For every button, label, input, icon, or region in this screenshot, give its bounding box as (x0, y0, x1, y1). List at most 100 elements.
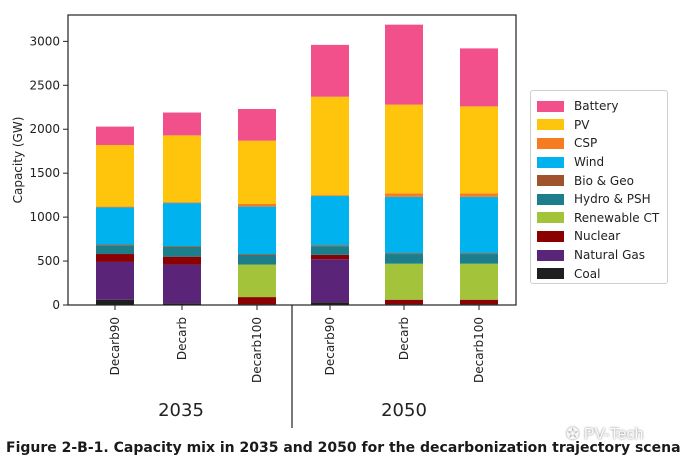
bar-segment-pv (460, 106, 498, 194)
x-tick-label: Decarb90 (108, 317, 122, 375)
bar-segment-coal (311, 302, 349, 305)
bar-segment-csp (238, 203, 276, 207)
y-axis-label: Capacity (GW) (11, 117, 25, 204)
bar-segment-battery (311, 44, 349, 97)
legend-label: Hydro & PSH (574, 192, 651, 207)
bar-segment-nuclear (238, 297, 276, 305)
bar-segment-battery (460, 48, 498, 107)
bar-segment-bio-geo (311, 245, 349, 247)
plot-frame (67, 14, 517, 306)
legend-item: Hydro & PSH (531, 190, 667, 209)
bar-segment-nuclear (460, 299, 498, 305)
x-tick-label: Decarb (175, 317, 189, 360)
x-tick-label: Decarb100 (250, 317, 264, 383)
legend-label: Wind (574, 155, 605, 170)
bar-segment-battery (96, 126, 134, 146)
legend-item: Bio & Geo (531, 171, 667, 190)
legend-swatch (537, 137, 564, 149)
wechat-icon: ✪ (566, 426, 580, 443)
bar-segment-pv (96, 145, 134, 207)
bar-segment-bio-geo (460, 253, 498, 255)
x-tick-label: Decarb100 (472, 317, 486, 383)
y-tick-label: 1500 (29, 166, 60, 180)
bar-segment-battery (163, 112, 201, 136)
legend-label: Battery (574, 99, 619, 114)
legend-item: Natural Gas (531, 246, 667, 265)
legend-label: Coal (574, 266, 601, 281)
bar-segment-csp (460, 193, 498, 197)
bar-segment-hydro-psh (238, 254, 276, 265)
bar-segment-hydro-psh (311, 246, 349, 255)
legend-swatch (537, 249, 564, 261)
bar-segment-wind (163, 203, 201, 247)
group-label: 2050 (381, 400, 427, 421)
legend-swatch (537, 268, 564, 280)
bar-segment-renewable-ct (385, 263, 423, 300)
legend-item: CSP (531, 134, 667, 153)
legend-label: Renewable CT (574, 210, 660, 225)
y-tick-label: 1000 (29, 210, 60, 224)
bar-segment-natural-gas (311, 259, 349, 303)
bar-segment-natural-gas (163, 264, 201, 304)
bar-segment-natural-gas (96, 261, 134, 300)
bar-segment-bio-geo (238, 254, 276, 255)
bar-segment-wind (311, 196, 349, 246)
bar-segment-wind (238, 206, 276, 255)
watermark-text: PV-Tech (583, 426, 644, 443)
bar-segment-battery (385, 24, 423, 105)
bar-segment-coal (163, 303, 201, 305)
legend-item: Wind (531, 153, 667, 172)
bar-segment-pv (311, 96, 349, 196)
bar-segment-bio-geo (163, 246, 201, 247)
y-tick-label: 2500 (29, 78, 60, 92)
bar-segment-battery (238, 109, 276, 141)
bar-segment-pv (163, 135, 201, 203)
legend-item: Nuclear (531, 227, 667, 246)
legend-label: Bio & Geo (574, 173, 634, 188)
y-tick-label: 0 (52, 298, 60, 312)
bar-segment-nuclear (96, 254, 134, 262)
bar-segment-csp (385, 193, 423, 197)
bar-segment-coal (238, 304, 276, 305)
bar-segment-csp (96, 206, 134, 208)
bar-segment-hydro-psh (385, 254, 423, 264)
figure-caption: Figure 2-B-1. Capacity mix in 2035 and 2… (6, 440, 680, 456)
bar-segment-pv (238, 140, 276, 204)
legend-item: Battery (531, 97, 667, 116)
bar-segment-hydro-psh (460, 254, 498, 264)
y-tick-label: 500 (37, 254, 60, 268)
legend-swatch (537, 212, 564, 224)
chart-legend: Battery PV CSP Wind Bio & Geo Hydro & PSH Rene… (530, 90, 668, 284)
legend-item: Renewable CT (531, 209, 667, 228)
y-tick-label: 3000 (29, 34, 60, 48)
bar-segment-nuclear (311, 254, 349, 260)
bar-segment-wind (96, 207, 134, 245)
bar-segment-csp (163, 202, 201, 204)
legend-swatch (537, 156, 564, 168)
bar-segment-coal (385, 304, 423, 305)
bar-segment-csp (311, 195, 349, 197)
legend-item: PV (531, 116, 667, 135)
bar-segment-coal (460, 304, 498, 305)
bar-segment-coal (96, 299, 134, 305)
legend-swatch (537, 175, 564, 187)
bar-segment-wind (385, 196, 423, 254)
legend-label: CSP (574, 136, 598, 151)
bar-segment-renewable-ct (238, 264, 276, 298)
bar-segment-bio-geo (385, 253, 423, 255)
bar-segment-hydro-psh (96, 245, 134, 255)
bar-segment-nuclear (163, 256, 201, 265)
bar-segment-hydro-psh (163, 247, 201, 257)
legend-label: PV (574, 117, 590, 132)
legend-swatch (537, 119, 564, 131)
bar-segment-bio-geo (96, 244, 134, 246)
x-tick-label: Decarb (397, 317, 411, 360)
legend-item: Coal (531, 264, 667, 283)
bar-segment-wind (460, 196, 498, 254)
x-tick-label: Decarb90 (323, 317, 337, 375)
bar-segment-pv (385, 104, 423, 194)
legend-swatch (537, 100, 564, 112)
legend-label: Natural Gas (574, 248, 645, 263)
